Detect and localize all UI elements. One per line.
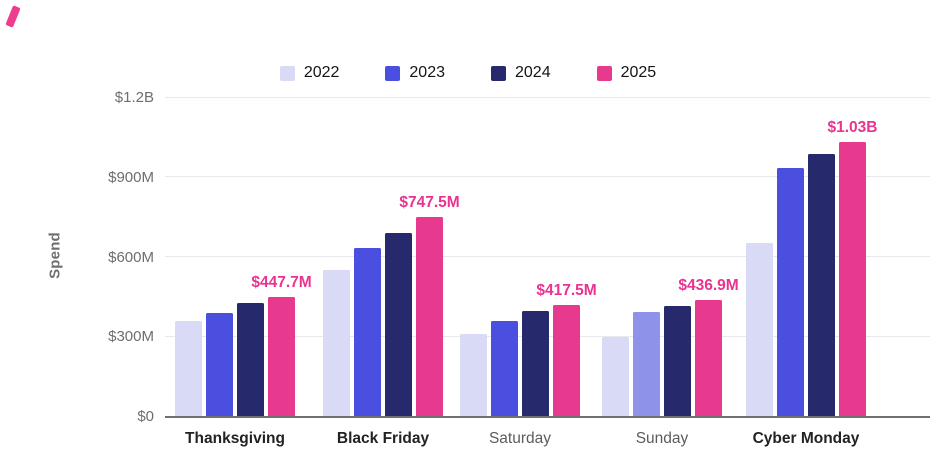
bar-group-thanksgiving: $447.7M: [175, 97, 312, 416]
bar-sunday-2025: [695, 300, 722, 416]
legend-item-2024: 2024: [491, 63, 551, 83]
x-axis-label-sunday: Sunday: [635, 430, 689, 447]
bar-cyber-monday-2022: [746, 243, 773, 416]
y-tick-label: $0: [137, 408, 154, 425]
bar-saturday-2023: [491, 321, 518, 416]
legend-label: 2025: [620, 64, 657, 81]
plot-area: $447.7M $747.5M $417.5M $436.9M $1.03B: [165, 96, 930, 418]
bar-group-saturday: $417.5M: [460, 97, 597, 416]
bar-saturday-2025: [553, 305, 580, 416]
bar-cyber-monday-2025: [839, 142, 866, 416]
legend-swatch-icon: [491, 65, 506, 81]
bar-group-cyber-monday: $1.03B: [746, 97, 877, 416]
gridline-600M: [165, 256, 930, 257]
bar-thanksgiving-2025: [268, 297, 295, 416]
bar-sunday-2022: [602, 337, 629, 416]
chart-legend: 2022 2023 2024 2025: [0, 63, 936, 83]
x-axis-label-thanksgiving: Thanksgiving: [185, 430, 285, 447]
data-label-thanksgiving: $447.7M: [251, 273, 312, 291]
legend-item-2025: 2025: [596, 63, 657, 83]
bar-saturday-2022: [460, 334, 487, 416]
bar-thanksgiving-2023: [206, 313, 233, 416]
legend-swatch-icon: [596, 65, 612, 81]
data-label-saturday: $417.5M: [536, 281, 597, 299]
bar-cyber-monday-2023: [777, 168, 804, 416]
y-axis-title: Spend: [46, 232, 64, 279]
brand-brush-icon: [5, 5, 21, 28]
gridline-1.2B: [165, 96, 930, 98]
x-axis-label-cyber-monday: Cyber Monday: [752, 430, 860, 447]
bar-saturday-2024: [522, 311, 549, 416]
y-tick-label: $900M: [108, 168, 154, 186]
y-tick-label: $300M: [108, 328, 154, 346]
bar-thanksgiving-2024: [237, 303, 264, 416]
bar-thanksgiving-2022: [175, 321, 202, 416]
data-label-cyber-monday: $1.03B: [827, 118, 878, 136]
x-axis-label-saturday: Saturday: [488, 430, 552, 447]
data-label-black-friday: $747.5M: [399, 193, 460, 211]
bar-black-friday-2024: [385, 233, 412, 416]
bar-black-friday-2025: [416, 217, 443, 416]
bar-group-sunday: $436.9M: [602, 97, 739, 416]
gridline-900M: [165, 176, 930, 178]
x-axis-label-black-friday: Black Friday: [336, 430, 430, 447]
legend-swatch-icon: [385, 65, 401, 81]
legend-label: 2022: [303, 64, 340, 81]
legend-item-2023: 2023: [385, 63, 445, 83]
bar-sunday-2023: [633, 312, 660, 416]
y-tick-label: $1.2B: [114, 89, 154, 106]
data-label-sunday: $436.9M: [678, 276, 739, 294]
bar-black-friday-2022: [323, 270, 350, 416]
legend-swatch-icon: [279, 65, 295, 81]
bar-black-friday-2023: [354, 248, 381, 416]
legend-item-2022: 2022: [279, 63, 340, 83]
legend-label: 2024: [515, 64, 551, 81]
bar-group-black-friday: $747.5M: [323, 97, 460, 416]
bar-sunday-2024: [664, 306, 691, 416]
bar-cyber-monday-2024: [808, 154, 835, 416]
y-tick-label: $600M: [108, 248, 154, 266]
legend-label: 2023: [409, 64, 445, 81]
